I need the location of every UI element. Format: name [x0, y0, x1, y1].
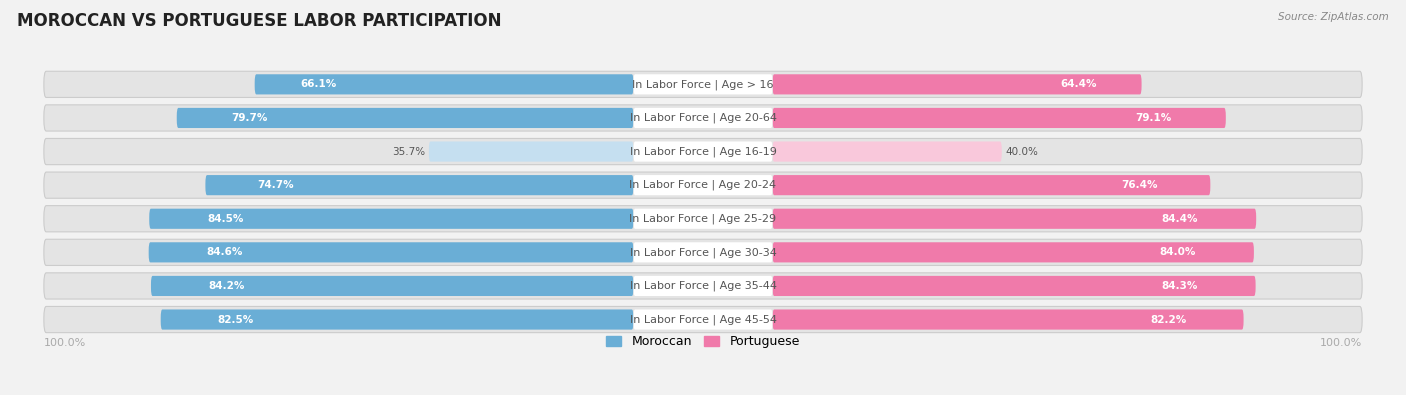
Text: In Labor Force | Age 16-19: In Labor Force | Age 16-19: [630, 146, 776, 157]
FancyBboxPatch shape: [429, 141, 634, 162]
Text: 84.6%: 84.6%: [207, 247, 243, 258]
FancyBboxPatch shape: [634, 74, 772, 94]
FancyBboxPatch shape: [150, 276, 634, 296]
Text: 84.4%: 84.4%: [1161, 214, 1198, 224]
FancyBboxPatch shape: [177, 108, 634, 128]
Text: In Labor Force | Age 20-64: In Labor Force | Age 20-64: [630, 113, 776, 123]
FancyBboxPatch shape: [44, 307, 1362, 333]
Text: In Labor Force | Age 20-24: In Labor Force | Age 20-24: [630, 180, 776, 190]
Text: In Labor Force | Age 30-34: In Labor Force | Age 30-34: [630, 247, 776, 258]
FancyBboxPatch shape: [44, 71, 1362, 98]
Text: In Labor Force | Age 25-29: In Labor Force | Age 25-29: [630, 214, 776, 224]
Text: 82.2%: 82.2%: [1150, 314, 1187, 325]
FancyBboxPatch shape: [254, 74, 634, 94]
Text: 64.4%: 64.4%: [1060, 79, 1097, 89]
FancyBboxPatch shape: [44, 172, 1362, 198]
Text: 100.0%: 100.0%: [1320, 338, 1362, 348]
Text: In Labor Force | Age > 16: In Labor Force | Age > 16: [633, 79, 773, 90]
FancyBboxPatch shape: [634, 276, 772, 296]
Text: 79.7%: 79.7%: [232, 113, 269, 123]
FancyBboxPatch shape: [634, 108, 772, 128]
FancyBboxPatch shape: [772, 309, 1243, 329]
FancyBboxPatch shape: [772, 175, 1211, 195]
Text: 82.5%: 82.5%: [218, 314, 253, 325]
Text: 84.5%: 84.5%: [207, 214, 243, 224]
FancyBboxPatch shape: [634, 175, 772, 195]
Text: 84.0%: 84.0%: [1160, 247, 1197, 258]
FancyBboxPatch shape: [44, 139, 1362, 165]
FancyBboxPatch shape: [149, 209, 634, 229]
FancyBboxPatch shape: [772, 209, 1256, 229]
FancyBboxPatch shape: [44, 273, 1362, 299]
FancyBboxPatch shape: [44, 105, 1362, 131]
FancyBboxPatch shape: [772, 74, 1142, 94]
Text: 84.3%: 84.3%: [1161, 281, 1198, 291]
FancyBboxPatch shape: [205, 175, 634, 195]
Text: Source: ZipAtlas.com: Source: ZipAtlas.com: [1278, 12, 1389, 22]
Text: In Labor Force | Age 35-44: In Labor Force | Age 35-44: [630, 281, 776, 291]
FancyBboxPatch shape: [44, 239, 1362, 265]
Text: 40.0%: 40.0%: [1005, 147, 1038, 156]
FancyBboxPatch shape: [634, 242, 772, 262]
Text: 74.7%: 74.7%: [257, 180, 294, 190]
FancyBboxPatch shape: [634, 209, 772, 229]
FancyBboxPatch shape: [634, 141, 772, 162]
Text: 76.4%: 76.4%: [1122, 180, 1157, 190]
Text: 84.2%: 84.2%: [209, 281, 245, 291]
FancyBboxPatch shape: [772, 242, 1254, 262]
FancyBboxPatch shape: [772, 108, 1226, 128]
Text: 35.7%: 35.7%: [392, 147, 426, 156]
FancyBboxPatch shape: [634, 309, 772, 329]
FancyBboxPatch shape: [44, 206, 1362, 232]
Text: 66.1%: 66.1%: [299, 79, 336, 89]
Text: In Labor Force | Age 45-54: In Labor Force | Age 45-54: [630, 314, 776, 325]
Text: MOROCCAN VS PORTUGUESE LABOR PARTICIPATION: MOROCCAN VS PORTUGUESE LABOR PARTICIPATI…: [17, 12, 502, 30]
Text: 79.1%: 79.1%: [1135, 113, 1171, 123]
FancyBboxPatch shape: [149, 242, 634, 262]
Text: 100.0%: 100.0%: [44, 338, 86, 348]
Legend: Moroccan, Portuguese: Moroccan, Portuguese: [606, 335, 800, 348]
FancyBboxPatch shape: [160, 309, 634, 329]
FancyBboxPatch shape: [772, 276, 1256, 296]
FancyBboxPatch shape: [772, 141, 1001, 162]
